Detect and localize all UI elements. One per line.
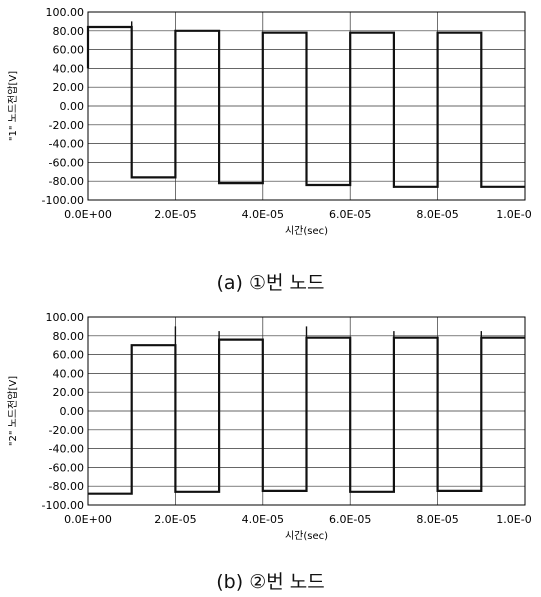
- chart-b-y-tick-label: -40.00: [49, 443, 84, 456]
- chart-b-series-line: [88, 336, 525, 495]
- chart-b-y-axis-label: "2" 노드전압[V]: [6, 376, 19, 446]
- chart-b-y-tick-label: 80.00: [53, 330, 85, 343]
- chart-a-y-tick-label: 80.00: [53, 25, 85, 38]
- chart-b-y-tick-label: 40.00: [53, 367, 85, 380]
- chart-a-x-tick-label: 6.0E-05: [329, 208, 371, 221]
- chart-a-y-tick-label: -100.00: [42, 194, 84, 207]
- chart-a-y-tick-label: 20.00: [53, 81, 85, 94]
- chart-b: 100.00 80.00 60.00 40.00 20.00 0.00 -20.00 -40.…: [6, 311, 532, 542]
- chart-b-plot-frame: [87, 316, 526, 506]
- chart-a: 100.00 80.00 60.00 40.00 20.00 0.00 -20.00 -40.…: [6, 6, 532, 237]
- chart-a-caption: (a) ①번 노드: [216, 272, 325, 294]
- chart-b-y-tick-label: -80.00: [49, 480, 84, 493]
- chart-b-x-tick-label: 1.0E-0: [496, 513, 531, 526]
- chart-b-caption: (b) ②번 노드: [216, 571, 325, 593]
- chart-a-x-tick-label: 1.0E-0: [496, 208, 531, 221]
- chart-b-x-tick-label: 2.0E-05: [154, 513, 196, 526]
- chart-a-x-tick-label: 8.0E-05: [416, 208, 458, 221]
- chart-b-y-tick-label: 100.00: [46, 311, 85, 324]
- chart-b-x-tick-label: 6.0E-05: [329, 513, 371, 526]
- chart-b-y-tick-label: 0.00: [60, 405, 85, 418]
- chart-a-y-tick-label: -20.00: [49, 119, 84, 132]
- chart-a-series-line: [86, 25, 525, 188]
- chart-a-y-tick-label: 40.00: [53, 62, 85, 75]
- chart-a-y-tick-label: 100.00: [46, 6, 85, 19]
- chart-b-y-tick-label: 60.00: [53, 349, 85, 362]
- chart-b-x-tick-label: 4.0E-05: [242, 513, 284, 526]
- chart-b-y-tick-label: 20.00: [53, 386, 85, 399]
- chart-b-y-tick-label: -100.00: [42, 499, 84, 512]
- chart-a-plot-frame: [87, 11, 526, 201]
- chart-a-y-tick-label: 0.00: [60, 100, 85, 113]
- chart-panel-a: 100.00 80.00 60.00 40.00 20.00 0.00 -20.00 -40.…: [6, 6, 532, 294]
- chart-a-y-tick-label: -60.00: [49, 156, 84, 169]
- chart-b-x-axis-label: 시간(sec): [285, 530, 328, 542]
- chart-a-x-tick-label: 4.0E-05: [242, 208, 284, 221]
- chart-b-x-tick-label: 8.0E-05: [416, 513, 458, 526]
- chart-a-y-axis-label: "1" 노드전압[V]: [6, 71, 19, 141]
- chart-a-y-tick-label: -80.00: [49, 175, 84, 188]
- chart-b-x-tick-label: 0.0E+00: [64, 513, 112, 526]
- chart-panel-b: 100.00 80.00 60.00 40.00 20.00 0.00 -20.00 -40.…: [0, 305, 541, 597]
- chart-a-x-axis-label: 시간(sec): [285, 225, 328, 237]
- chart-a-y-tick-label: 60.00: [53, 44, 85, 57]
- chart-a-x-tick-label: 2.0E-05: [154, 208, 196, 221]
- chart-b-y-tick-label: -60.00: [49, 461, 84, 474]
- chart-b-y-tick-label: -20.00: [49, 424, 84, 437]
- chart-a-y-tick-label: -40.00: [49, 138, 84, 151]
- chart-a-x-tick-label: 0.0E+00: [64, 208, 112, 221]
